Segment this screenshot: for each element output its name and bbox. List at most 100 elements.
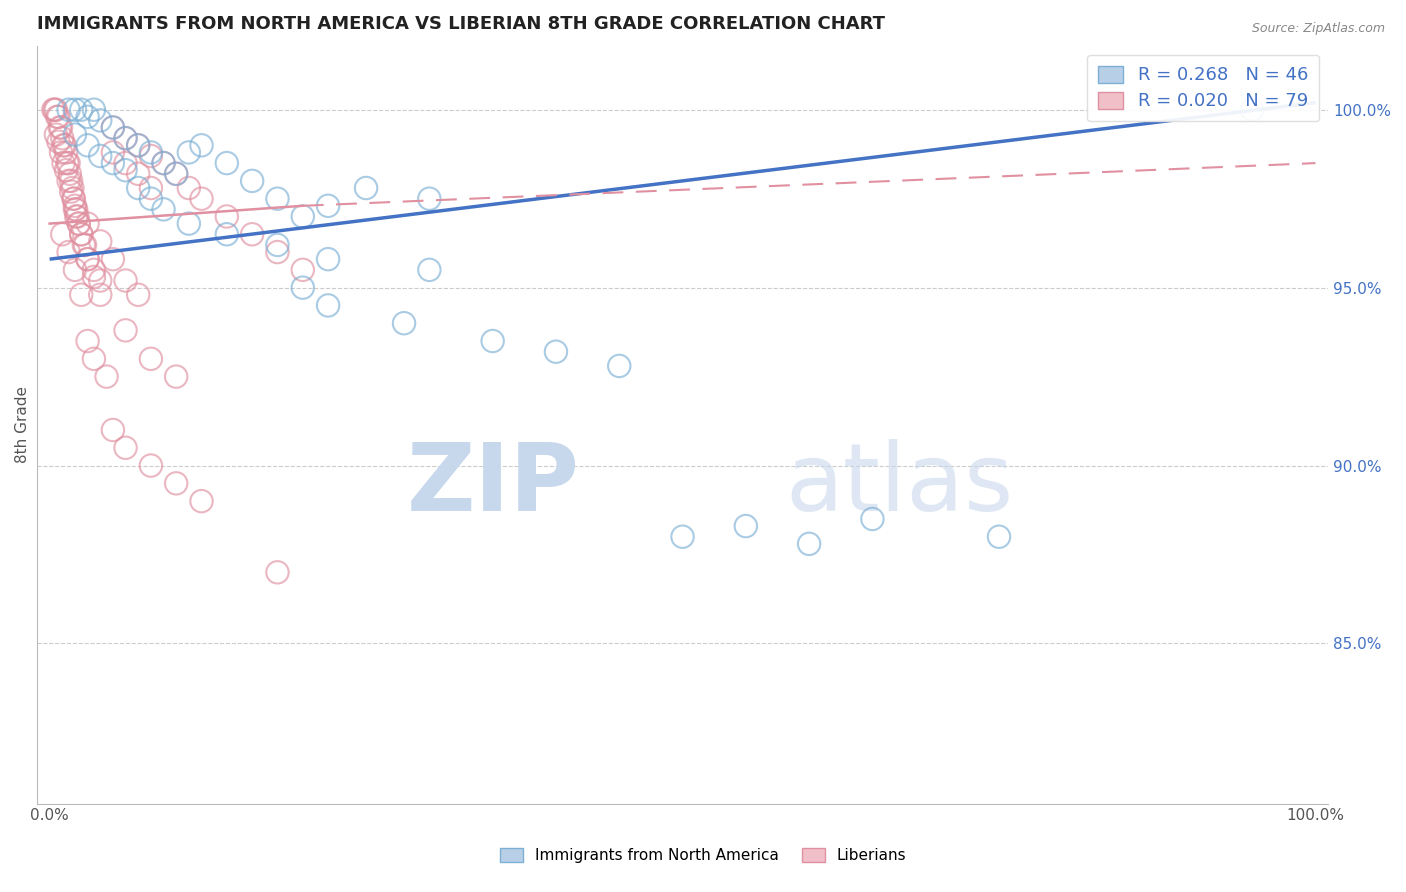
Point [266,238,288,252]
Point [316,298,339,312]
Point [89,287,111,301]
Point [70,227,93,242]
Point [51,227,73,242]
Point [67,217,90,231]
Point [177,145,200,160]
Point [190,138,212,153]
Point [46,110,69,124]
Text: ZIP: ZIP [406,439,579,532]
Point [127,138,149,153]
Point [89,235,111,249]
Point [65,202,87,217]
Point [48,135,70,149]
Point [862,512,884,526]
Point [83,263,105,277]
Point [76,110,98,124]
Point [55,163,77,178]
Point [481,334,503,348]
Point [797,537,820,551]
Text: IMMIGRANTS FROM NORTH AMERICA VS LIBERIAN 8TH GRADE CORRELATION CHART: IMMIGRANTS FROM NORTH AMERICA VS LIBERIA… [37,15,884,33]
Point [114,273,136,287]
Point [165,167,187,181]
Point [101,120,124,135]
Legend: Immigrants from North America, Liberians: Immigrants from North America, Liberians [492,840,914,871]
Point [114,323,136,337]
Point [101,156,124,170]
Point [67,217,90,231]
Point [152,202,174,217]
Point [127,138,149,153]
Point [73,238,96,252]
Point [76,252,98,267]
Point [70,287,93,301]
Point [83,103,105,117]
Point [56,156,79,170]
Point [139,458,162,473]
Point [83,270,105,285]
Point [114,163,136,178]
Point [114,131,136,145]
Point [734,519,756,533]
Point [83,351,105,366]
Point [266,192,288,206]
Point [240,227,263,242]
Point [52,156,75,170]
Point [671,530,693,544]
Point [139,145,162,160]
Point [127,287,149,301]
Point [58,103,80,117]
Point [988,530,1011,544]
Point [139,192,162,206]
Point [291,210,314,224]
Point [139,351,162,366]
Point [63,263,86,277]
Point [76,334,98,348]
Point [127,167,149,181]
Point [139,181,162,195]
Point [152,156,174,170]
Point [544,344,567,359]
Point [76,252,98,267]
Text: atlas: atlas [786,439,1014,532]
Point [51,131,73,145]
Point [53,138,76,153]
Point [63,202,86,217]
Point [52,138,75,153]
Point [58,245,80,260]
Point [70,227,93,242]
Point [44,103,66,117]
Point [73,238,96,252]
Point [101,145,124,160]
Point [354,181,377,195]
Point [607,359,630,373]
Point [190,192,212,206]
Point [42,103,65,117]
Point [114,156,136,170]
Point [48,120,70,135]
Point [55,145,77,160]
Point [215,227,238,242]
Point [1241,103,1264,117]
Point [96,369,118,384]
Point [215,210,238,224]
Point [266,245,288,260]
Text: Source: ZipAtlas.com: Source: ZipAtlas.com [1251,22,1385,36]
Point [63,103,86,117]
Point [70,103,93,117]
Point [215,156,238,170]
Legend: R = 0.268   N = 46, R = 0.020   N = 79: R = 0.268 N = 46, R = 0.020 N = 79 [1087,54,1319,121]
Point [76,138,98,153]
Point [89,149,111,163]
Point [49,120,72,135]
Point [66,210,89,224]
Point [60,174,83,188]
Point [127,181,149,195]
Point [165,476,187,491]
Point [58,174,80,188]
Point [45,128,67,142]
Point [65,210,87,224]
Point [240,174,263,188]
Point [89,113,111,128]
Point [59,167,82,181]
Point [101,423,124,437]
